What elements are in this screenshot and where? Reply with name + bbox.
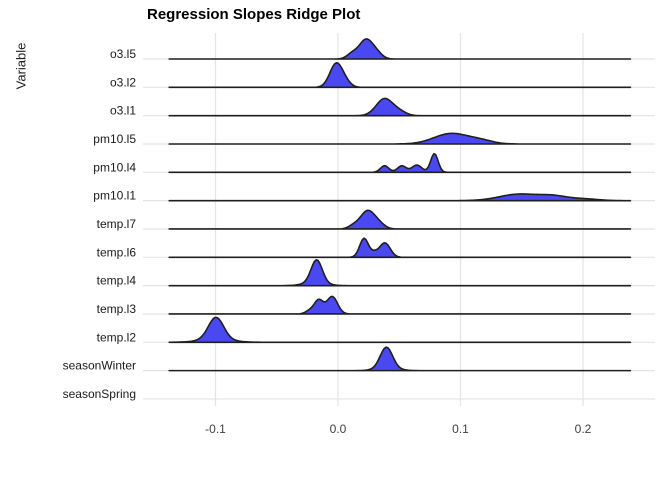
row-label-pm10.l1: pm10.l1	[93, 189, 136, 203]
row-label-temp.l3: temp.l3	[97, 302, 137, 316]
ridge-temp.l2	[168, 316, 632, 344]
row-label-pm10.l5: pm10.l5	[93, 132, 136, 146]
row-label-temp.l7: temp.l7	[97, 217, 137, 231]
x-tick-label: -0.1	[205, 422, 226, 436]
row-label-temp.l6: temp.l6	[97, 245, 137, 259]
x-tick-label: 0.0	[330, 422, 347, 436]
ridge-pm10.l5	[168, 132, 632, 145]
row-label-seasonSpring: seasonSpring	[63, 387, 136, 401]
ridge-o3.l5	[168, 38, 632, 60]
ridge-temp.l6	[168, 237, 632, 259]
row-label-temp.l2: temp.l2	[97, 330, 137, 344]
x-tick-label: 0.2	[575, 422, 592, 436]
row-label-o3.l5: o3.l5	[110, 47, 136, 61]
y-axis-title: Variable	[13, 42, 29, 90]
ridge-o3.l1	[168, 97, 632, 117]
x-tick-label: 0.1	[452, 422, 469, 436]
ridge-pm10.l4	[168, 152, 632, 174]
row-label-seasonWinter: seasonWinter	[63, 359, 136, 373]
row-label-temp.l4: temp.l4	[97, 274, 137, 288]
ridge-seasonWinter	[168, 346, 632, 372]
ridge-temp.l3	[168, 295, 632, 315]
ridge-pm10.l1	[168, 193, 632, 202]
ridge-o3.l2	[168, 61, 632, 89]
chart-title: Regression Slopes Ridge Plot	[147, 6, 361, 23]
ridge-temp.l4	[168, 258, 632, 287]
row-label-pm10.l4: pm10.l4	[93, 160, 136, 174]
row-label-o3.l2: o3.l2	[110, 75, 136, 89]
ridge-temp.l7	[168, 209, 632, 230]
row-label-o3.l1: o3.l1	[110, 104, 136, 118]
